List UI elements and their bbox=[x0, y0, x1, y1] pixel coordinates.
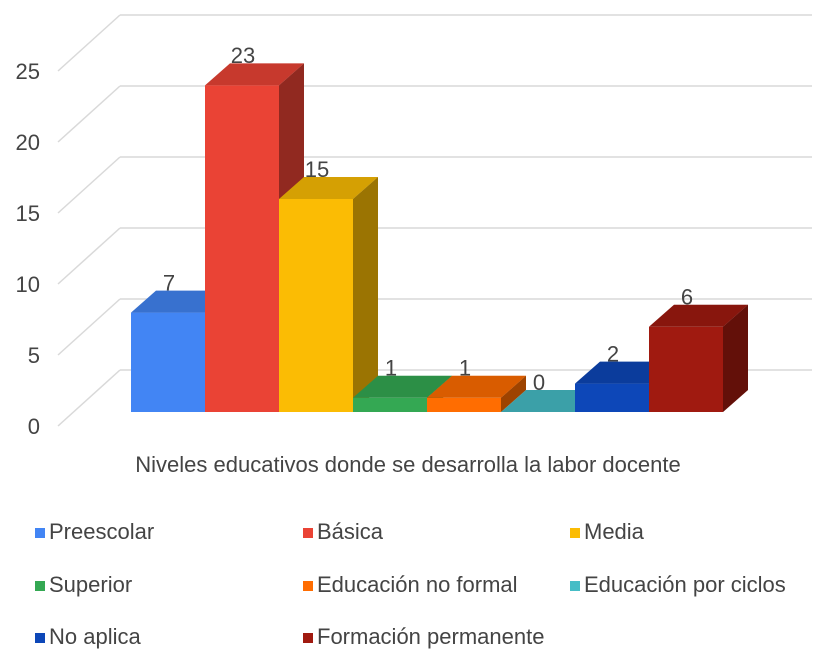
legend-swatch bbox=[303, 633, 313, 643]
y-tick-label: 5 bbox=[28, 343, 40, 368]
data-label: 2 bbox=[607, 341, 619, 366]
y-tick-label: 10 bbox=[16, 272, 40, 297]
bar-side-shade bbox=[501, 375, 526, 412]
data-label: 6 bbox=[681, 285, 693, 310]
grid-line-depth bbox=[57, 85, 121, 143]
y-tick-label: 25 bbox=[16, 59, 40, 84]
data-label: 0 bbox=[533, 370, 545, 395]
data-label: 15 bbox=[305, 157, 329, 182]
bar-top bbox=[205, 63, 304, 86]
legend-swatch bbox=[35, 633, 45, 643]
grid-line-depth bbox=[57, 298, 121, 356]
legend-swatch bbox=[303, 581, 313, 591]
bar-side-shade bbox=[353, 177, 378, 412]
legend-label: Básica bbox=[317, 519, 384, 544]
bar-top-shade bbox=[279, 177, 378, 199]
legend-swatch bbox=[303, 528, 313, 538]
y-tick-label: 20 bbox=[16, 130, 40, 155]
legend-swatch bbox=[570, 581, 580, 591]
legend-label: No aplica bbox=[49, 624, 141, 649]
legend-swatch bbox=[570, 528, 580, 538]
bar-front bbox=[649, 326, 723, 412]
y-tick-label: 15 bbox=[16, 201, 40, 226]
bar-front bbox=[131, 312, 205, 412]
bar-top bbox=[427, 375, 526, 398]
bar-top-shade bbox=[205, 63, 304, 86]
legend-swatch bbox=[35, 581, 45, 591]
data-label: 1 bbox=[385, 356, 397, 381]
bar-top-shade bbox=[649, 304, 748, 327]
bar-top-shade bbox=[353, 375, 452, 398]
bar-top bbox=[353, 375, 452, 398]
legend-label: Superior bbox=[49, 572, 132, 597]
bar-side bbox=[501, 375, 526, 412]
grid-line-depth bbox=[57, 227, 121, 285]
data-label: 7 bbox=[163, 270, 175, 295]
bar-side bbox=[353, 177, 378, 412]
bar-front bbox=[427, 397, 501, 412]
bar-front bbox=[575, 383, 649, 412]
x-category-label: Niveles educativos donde se desarrolla l… bbox=[135, 452, 680, 477]
grid-line-depth bbox=[57, 156, 121, 214]
bar-side-shade bbox=[723, 304, 748, 412]
legend-label: Educación no formal bbox=[317, 572, 518, 597]
bar-front bbox=[353, 397, 427, 412]
bar-front bbox=[205, 85, 279, 413]
bar-front bbox=[279, 199, 353, 412]
data-label: 23 bbox=[231, 43, 255, 68]
legend-label: Educación por ciclos bbox=[584, 572, 786, 597]
bar-side bbox=[723, 304, 748, 412]
bar-top-shade bbox=[427, 375, 526, 398]
grid-line-depth bbox=[57, 369, 121, 427]
data-label: 1 bbox=[459, 356, 471, 381]
legend-label: Preescolar bbox=[49, 519, 154, 544]
legend-label: Formación permanente bbox=[317, 624, 544, 649]
bar-top bbox=[649, 304, 748, 327]
grid-line-depth bbox=[57, 14, 121, 72]
bar-top bbox=[279, 177, 378, 199]
legend-swatch bbox=[35, 528, 45, 538]
y-tick-label: 0 bbox=[28, 414, 40, 439]
legend-label: Media bbox=[584, 519, 645, 544]
